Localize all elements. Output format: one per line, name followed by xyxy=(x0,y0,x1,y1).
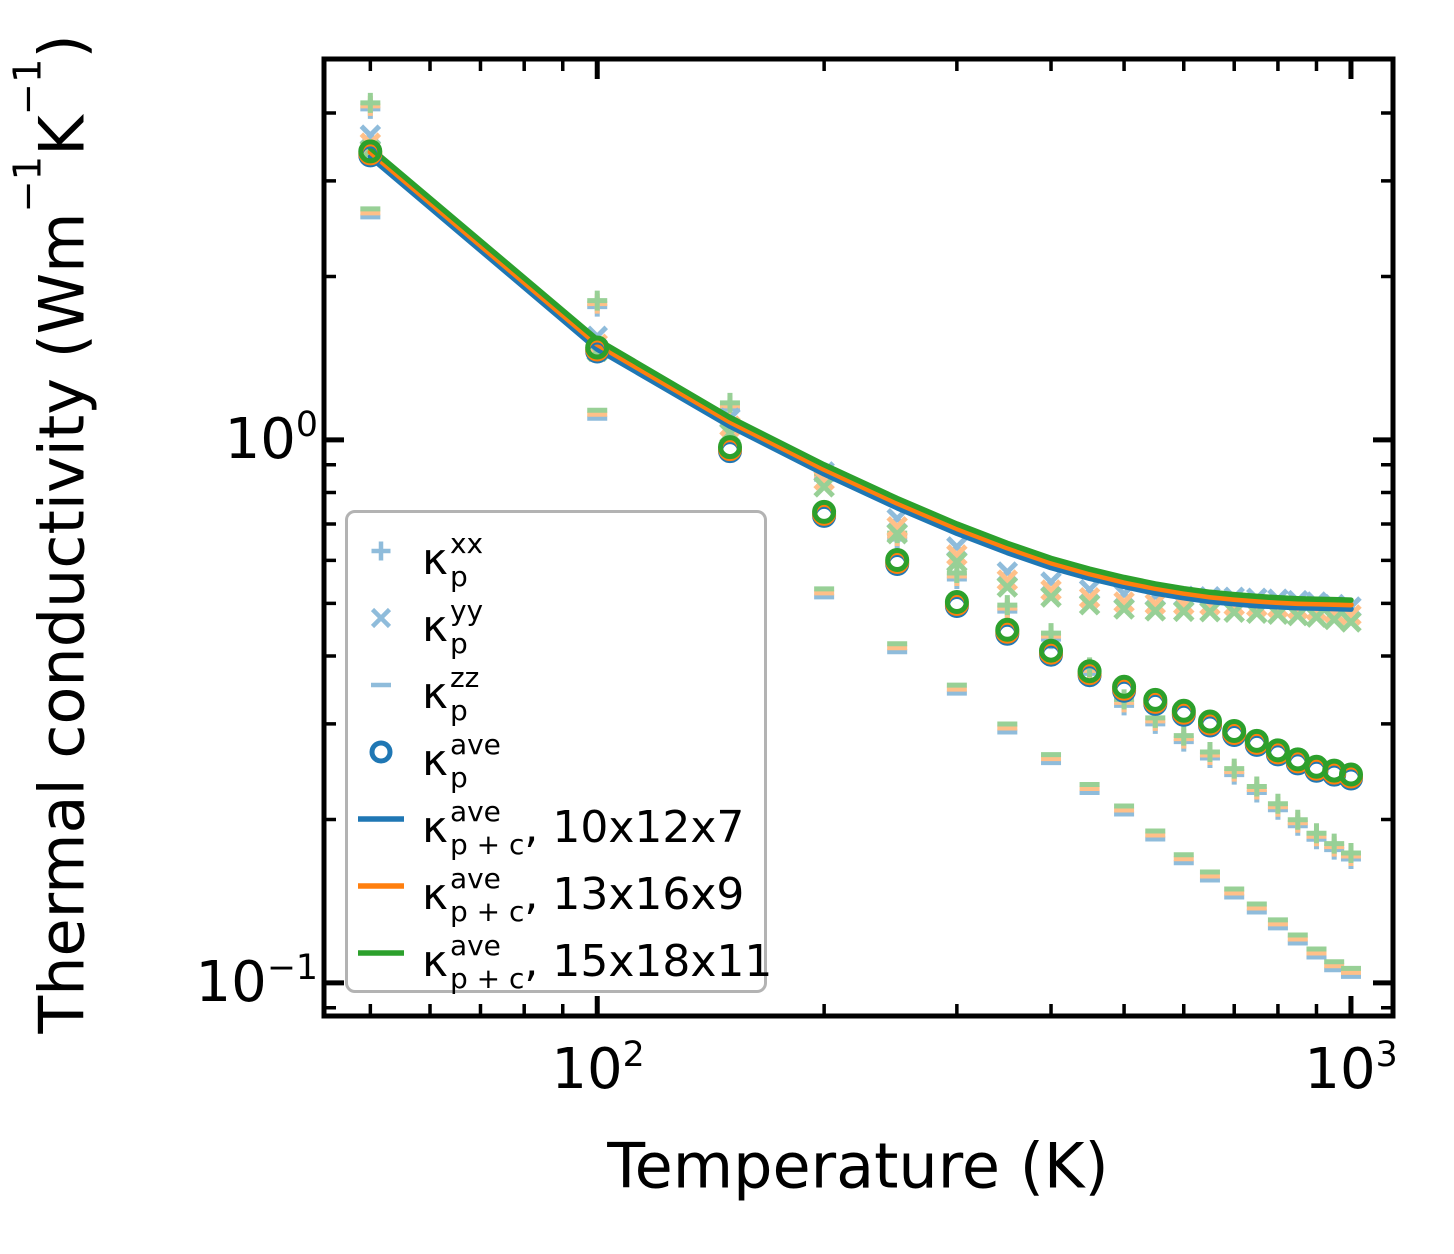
legend-superscript: yy xyxy=(449,593,484,627)
x-tick-label-1e2-base: 10 xyxy=(551,1037,623,1102)
legend-kappa: κ xyxy=(422,534,448,586)
series-kappa-p-ave xyxy=(358,139,1363,791)
legend-suffix: , 10x12x7 xyxy=(524,802,745,854)
legend-marker-circle-icon xyxy=(369,740,393,763)
y-tick-label-1e-1-base: 10 xyxy=(195,950,267,1015)
y-axis-label-pre: Thermal conductivity (Wm xyxy=(25,212,99,1034)
line-kappa-pc-ave-13x16x9 xyxy=(367,149,1354,608)
x-tick-label-1e2: 102 xyxy=(551,1038,644,1098)
legend-kappa: κ xyxy=(422,869,448,921)
legend-supsub: zz p xyxy=(450,661,479,727)
legend-superscript: ave xyxy=(449,727,501,761)
legend-supsub: yy p xyxy=(450,594,483,660)
x-tick-label-1e3-exp: 3 xyxy=(1375,1035,1398,1076)
legend-item-label: κ ave p xyxy=(422,716,501,794)
legend-marker-hline-icon xyxy=(358,882,404,889)
legend-supsub: ave p + c xyxy=(450,795,524,861)
legend: κ xx p κ yy p κ zz p κ ave p κ ave p + c, 10x12x7 κ ave p… xyxy=(345,510,772,995)
legend-item-label: κ xx p xyxy=(422,515,483,593)
legend-subscript: p xyxy=(449,559,468,593)
x-axis-label: Temperature (K) xyxy=(607,1129,1109,1203)
legend-supsub: ave p + c xyxy=(450,929,524,995)
legend-superscript: zz xyxy=(449,660,480,694)
axis-ticks xyxy=(324,59,1393,1016)
legend-item-2: κ zz p xyxy=(358,653,760,727)
plot-spines xyxy=(321,56,1396,1019)
legend-item-1: κ yy p xyxy=(358,586,760,660)
legend-item-6: κ ave p + c, 15x18x11 xyxy=(358,921,772,995)
legend-kappa: κ xyxy=(422,802,448,854)
legend-superscript: ave xyxy=(449,928,501,962)
legend-item-4: κ ave p + c, 10x12x7 xyxy=(358,787,760,861)
legend-marker-hline-icon xyxy=(358,815,404,822)
legend-subscript: p + c xyxy=(449,961,525,995)
y-tick-label-1e0: 100 xyxy=(225,408,318,468)
x-tick-label-1e3: 103 xyxy=(1304,1038,1397,1098)
legend-subscript: p xyxy=(449,693,468,727)
legend-kappa: κ xyxy=(422,668,448,720)
legend-supsub: xx p xyxy=(450,527,483,593)
x-tick-label-1e2-exp: 2 xyxy=(622,1035,645,1076)
legend-item-0: κ xx p xyxy=(358,519,760,593)
legend-kappa: κ xyxy=(422,936,448,988)
legend-marker-minus-icon xyxy=(371,682,391,687)
legend-superscript: xx xyxy=(449,526,484,560)
legend-item-label: κ ave p + c, 15x18x11 xyxy=(422,917,773,995)
legend-kappa: κ xyxy=(422,735,448,787)
legend-item-label: κ ave p + c, 13x16x9 xyxy=(422,850,745,928)
y-tick-label-1e0-exp: 0 xyxy=(295,405,318,446)
legend-suffix: , 15x18x11 xyxy=(524,936,773,988)
y-axis-label-sup1: −1 xyxy=(5,155,51,213)
legend-subscript: p + c xyxy=(449,827,525,861)
y-axis-label: Thermal conductivity (Wm−1K−1) xyxy=(6,34,99,1034)
legend-subscript: p + c xyxy=(449,894,525,928)
x-tick-label-1e3-base: 10 xyxy=(1304,1037,1376,1102)
y-tick-label-1e-1: 10−1 xyxy=(196,951,318,1011)
legend-suffix: , 13x16x9 xyxy=(524,869,745,921)
legend-supsub: ave p + c xyxy=(450,862,524,928)
legend-item-label: κ zz p xyxy=(422,649,479,727)
y-tick-label-1e0-base: 10 xyxy=(224,407,296,472)
legend-marker-hline-icon xyxy=(358,949,404,956)
legend-subscript: p xyxy=(449,760,468,794)
legend-item-3: κ ave p xyxy=(358,720,760,794)
y-tick-label-1e-1-exp: −1 xyxy=(266,948,318,989)
line-kappa-pc-ave-10x12x7 xyxy=(367,154,1354,612)
legend-supsub: ave p xyxy=(450,728,501,794)
y-axis-label-post: ) xyxy=(25,34,99,59)
y-axis-label-mid: K xyxy=(25,115,99,156)
legend-item-5: κ ave p + c, 13x16x9 xyxy=(358,854,760,928)
line-kappa-pc-ave-15x18x11 xyxy=(367,145,1354,603)
legend-item-label: κ yy p xyxy=(422,582,483,660)
legend-marker-cross-icon xyxy=(370,607,392,628)
legend-superscript: ave xyxy=(449,861,501,895)
y-axis-label-sup2: −1 xyxy=(5,58,51,116)
legend-superscript: ave xyxy=(449,794,501,828)
legend-item-label: κ ave p + c, 10x12x7 xyxy=(422,783,745,861)
legend-subscript: p xyxy=(449,626,468,660)
legend-kappa: κ xyxy=(422,601,448,653)
legend-marker-plus-icon xyxy=(371,541,391,560)
